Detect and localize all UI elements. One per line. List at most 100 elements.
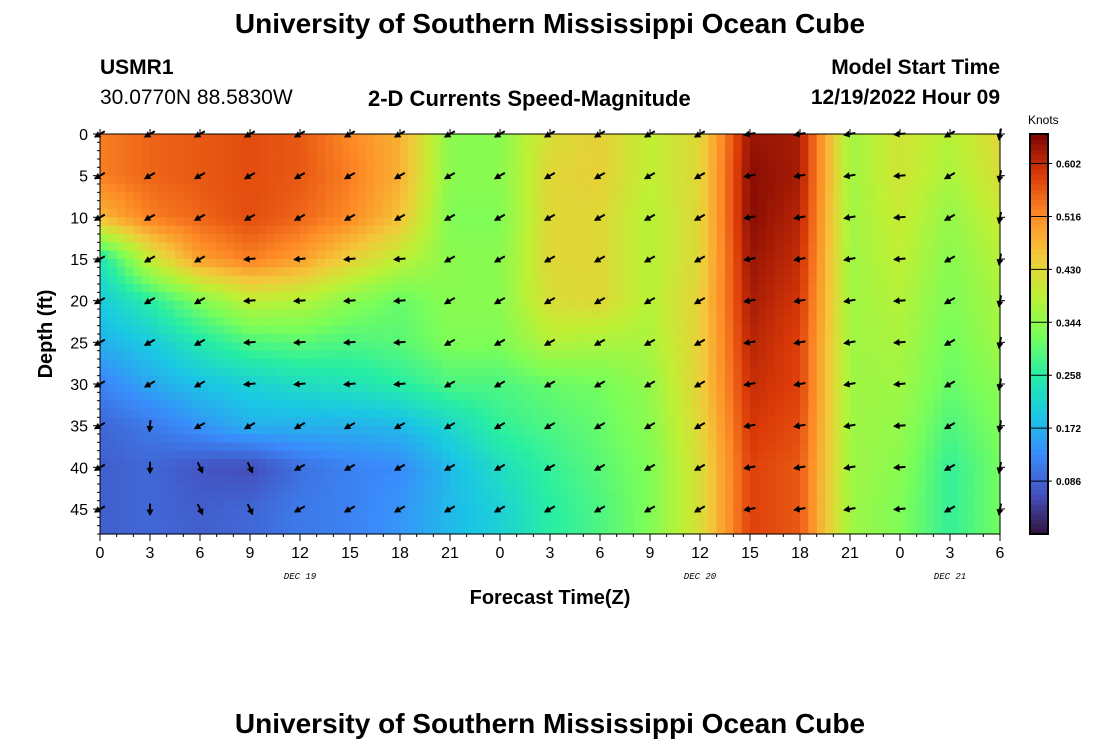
heatmap-cell <box>675 259 684 268</box>
heatmap-cell <box>508 142 518 152</box>
heatmap-cell <box>991 309 1001 318</box>
heatmap-cell <box>491 325 501 335</box>
heatmap-cell <box>533 392 543 402</box>
heatmap-cell <box>300 259 309 268</box>
heatmap-cell <box>216 184 226 193</box>
heatmap-cell <box>583 192 593 202</box>
heatmap-cell <box>733 267 743 277</box>
heatmap-cell <box>200 425 209 435</box>
heatmap-cell <box>850 434 859 443</box>
heatmap-cell <box>200 292 209 302</box>
heatmap-cell <box>766 150 776 160</box>
heatmap-cell <box>933 300 943 310</box>
heatmap-cell <box>116 367 126 377</box>
heatmap-cell <box>625 442 634 452</box>
heatmap-cell <box>216 500 226 510</box>
heatmap-cell <box>416 300 426 310</box>
heatmap-cell <box>341 450 351 460</box>
heatmap-cell <box>933 359 943 368</box>
heatmap-cell <box>591 234 601 243</box>
heatmap-cell <box>491 342 501 352</box>
heatmap-cell <box>666 409 676 418</box>
heatmap-cell <box>591 175 601 185</box>
heatmap-cell <box>125 442 134 452</box>
heatmap-cell <box>558 442 568 452</box>
heatmap-cell <box>483 234 493 243</box>
heatmap-cell <box>475 484 484 493</box>
heatmap-cell <box>883 392 893 402</box>
heatmap-cell <box>658 509 668 518</box>
heatmap-cell <box>650 325 659 335</box>
heatmap-cell <box>691 167 701 177</box>
heatmap-cell <box>775 467 784 477</box>
heatmap-cell <box>900 400 909 410</box>
heatmap-cell <box>575 325 584 335</box>
heatmap-cell <box>541 267 551 277</box>
heatmap-cell <box>933 209 943 218</box>
heatmap-cell <box>433 459 443 468</box>
heatmap-cell <box>608 350 618 360</box>
heatmap-cell <box>300 325 309 335</box>
heatmap-cell <box>308 509 318 518</box>
heatmap-cell <box>208 500 218 510</box>
heatmap-cell <box>433 367 443 377</box>
heatmap-cell <box>400 300 409 310</box>
heatmap-cell <box>291 367 301 377</box>
heatmap-cell <box>941 175 951 185</box>
heatmap-cell <box>583 434 593 443</box>
heatmap-cell <box>291 409 301 418</box>
heatmap-cell <box>658 234 668 243</box>
heatmap-cell <box>941 275 951 285</box>
heatmap-cell <box>233 209 243 218</box>
heatmap-cell <box>866 275 876 285</box>
heatmap-cell <box>741 467 751 477</box>
heatmap-cell <box>558 434 568 443</box>
heatmap-cell <box>766 459 776 468</box>
heatmap-cell <box>841 442 851 452</box>
heatmap-cell <box>266 384 276 393</box>
heatmap-cell <box>958 367 968 377</box>
heatmap-cell <box>758 425 768 435</box>
heatmap-cell <box>525 192 534 202</box>
heatmap-cell <box>400 209 409 218</box>
heatmap-cell <box>433 334 443 343</box>
heatmap-cell <box>183 442 193 452</box>
heatmap-cell <box>558 259 568 268</box>
heatmap-cell <box>716 334 726 343</box>
heatmap-cell <box>716 492 726 502</box>
heatmap-cell <box>225 150 234 160</box>
heatmap-cell <box>708 325 718 335</box>
heatmap-cell <box>175 309 184 318</box>
heatmap-cell <box>950 284 959 293</box>
heatmap-cell <box>666 375 676 385</box>
heatmap-cell <box>691 234 701 243</box>
heatmap-cell <box>166 167 176 177</box>
heatmap-cell <box>975 242 984 252</box>
heatmap-cell <box>125 500 134 510</box>
heatmap-cell <box>700 325 709 335</box>
heatmap-cell <box>150 434 159 443</box>
heatmap-cell <box>983 267 993 277</box>
heatmap-cell <box>491 492 501 502</box>
heatmap-cell <box>950 509 959 518</box>
heatmap-cell <box>341 342 351 352</box>
heatmap-cell <box>333 325 343 335</box>
heatmap-cell <box>225 459 234 468</box>
heatmap-cell <box>233 175 243 185</box>
heatmap-cell <box>658 400 668 410</box>
heatmap-cell <box>283 259 293 268</box>
heatmap-cell <box>125 275 134 285</box>
heatmap-cell <box>825 159 834 168</box>
heatmap-cell <box>408 234 418 243</box>
heatmap-cell <box>875 317 884 327</box>
heatmap-cell <box>916 275 926 285</box>
heatmap-cell <box>975 367 984 377</box>
heatmap-cell <box>458 284 468 293</box>
heatmap-cell <box>300 467 309 477</box>
heatmap-cell <box>816 492 826 502</box>
heatmap-cell <box>941 442 951 452</box>
heatmap-cell <box>616 250 626 260</box>
heatmap-cell <box>816 384 826 393</box>
heatmap-cell <box>991 325 1001 335</box>
heatmap-cell <box>533 342 543 352</box>
